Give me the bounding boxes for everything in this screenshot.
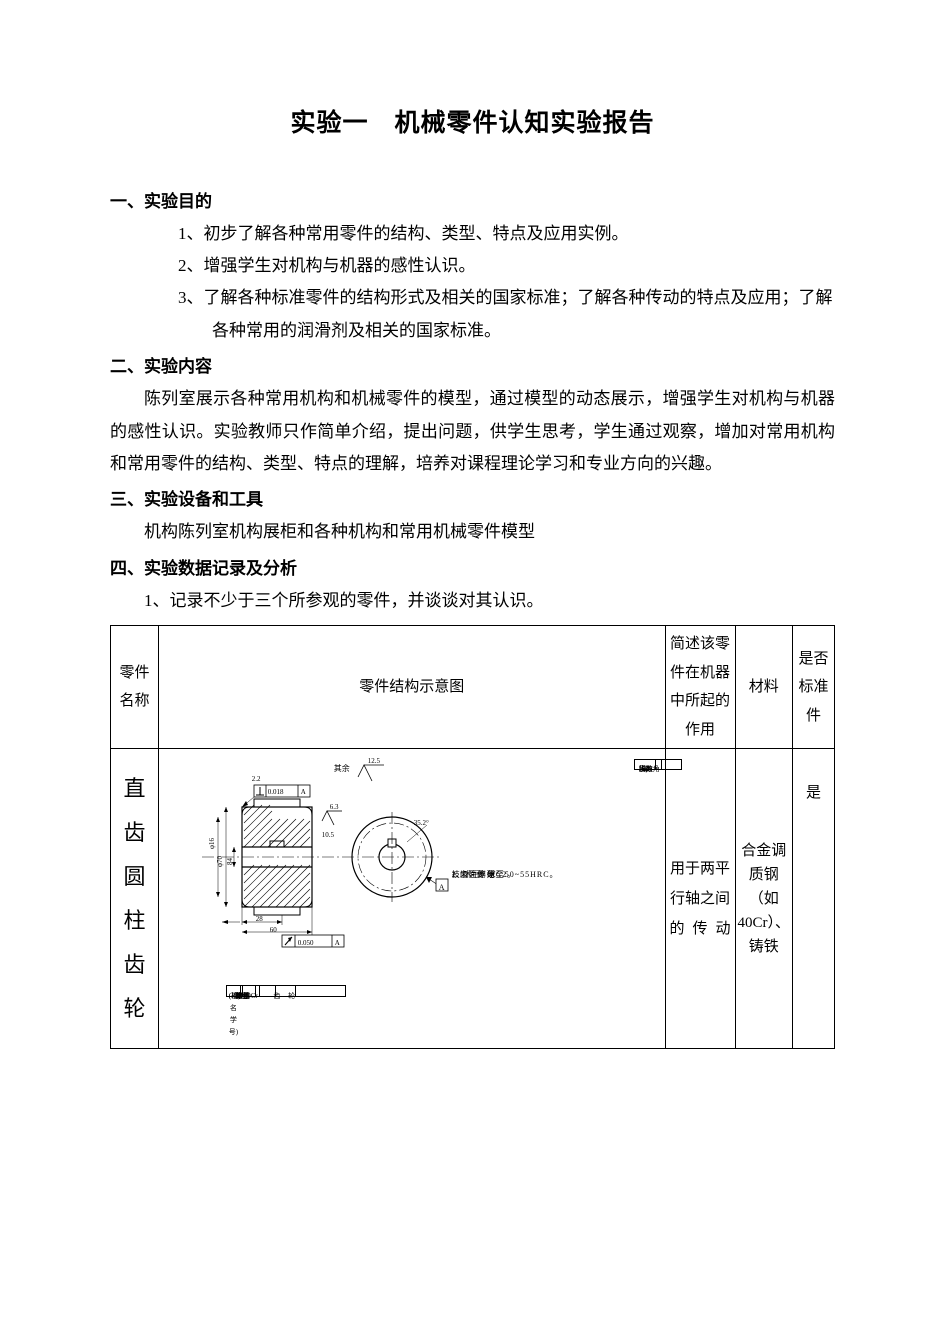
section-2-head: 二、实验内容 [110, 351, 835, 383]
dwg-dim-slot: 10.5 [322, 829, 334, 842]
section-4-head: 四、实验数据记录及分析 [110, 553, 835, 585]
dwg-dia-inner: φ16 [206, 838, 219, 849]
cell-material: 合金调质钢（如40Cr）、铸铁 [735, 749, 793, 1049]
table-header-row: 零件名称 零件结构示意图 简述该零件在机器中所起的作用 材料 是否标准件 [111, 626, 835, 749]
parts-table: 零件名称 零件结构示意图 简述该零件在机器中所起的作用 材料 是否标准件 直齿圆… [110, 625, 835, 1049]
document-title: 实验一 机械零件认知实验报告 [110, 100, 835, 148]
dwg-surface-label: 其余 [334, 761, 350, 776]
cell-function: 用于两平行轴之间的传动 [665, 749, 735, 1049]
dwg-dim-b2: 60 [270, 924, 277, 937]
dwg-angle: 35.2° [414, 817, 429, 830]
section-4-line: 1、记录不少于三个所参观的零件，并谈谈对其认识。 [110, 585, 835, 617]
cell-part-name: 直齿圆柱齿轮 [111, 749, 159, 1049]
dwg-tol-2-val: 0.050 [298, 937, 314, 950]
table-row: 直齿圆柱齿轮 [111, 749, 835, 1049]
cell-diagram: 其余 12.5 0.018 A 2.2 6.3 10.5 A φ16 φ70 8… [159, 749, 666, 1049]
dwg-datum: A [439, 880, 445, 895]
section-2-para: 陈列室展示各种常用机构和机械零件的模型，通过模型的动态展示，增强学生对机构与机器… [110, 383, 835, 480]
th-name: 零件名称 [111, 626, 159, 749]
engineering-drawing: 其余 12.5 0.018 A 2.2 6.3 10.5 A φ16 φ70 8… [182, 757, 642, 987]
section-3-line: 机构陈列室机构展柜和各种机构和常用机械零件模型 [110, 516, 835, 548]
list-item: 2、增强学生对机构与机器的感性认识。 [178, 250, 835, 282]
th-func: 简述该零件在机器中所起的作用 [665, 626, 735, 749]
dwg-surface-value: 12.5 [368, 755, 380, 768]
dwg-dia-tip: 84 [224, 858, 237, 865]
th-standard: 是否标准件 [793, 626, 835, 749]
section-1-list: 1、初步了解各种常用零件的结构、类型、特点及应用实例。 2、增强学生对机构与机器… [110, 218, 835, 347]
section-1-head: 一、实验目的 [110, 186, 835, 218]
dwg-tol-2-ref: A [335, 937, 340, 950]
list-item: 3、了解各种标准零件的结构形式及相关的国家标准；了解各种传动的特点及应用；了解各… [178, 282, 835, 347]
dwg-tol-1-ref: A [301, 786, 306, 799]
dwg-tol-1-val: 0.018 [268, 786, 284, 799]
cell-standard: 是 [793, 749, 835, 1049]
dwg-dim-top: 2.2 [252, 773, 261, 786]
drawing-svg [182, 757, 642, 987]
section-3-head: 三、实验设备和工具 [110, 484, 835, 516]
th-diagram: 零件结构示意图 [159, 626, 666, 749]
th-material: 材料 [735, 626, 793, 749]
list-item: 1、初步了解各种常用零件的结构、类型、特点及应用实例。 [178, 218, 835, 250]
dwg-dim-b1: 28 [256, 913, 263, 926]
dwg-dim-r: 6.3 [330, 801, 339, 814]
dwg-req-2: 2.未注倒角C2。 [452, 869, 516, 881]
